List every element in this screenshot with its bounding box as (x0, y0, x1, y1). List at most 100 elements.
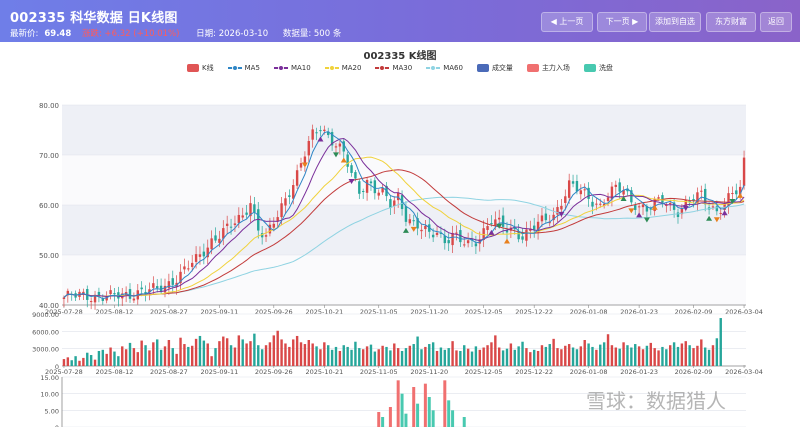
candle-body (210, 238, 213, 250)
volume-bar (89, 355, 93, 366)
candle-body (257, 209, 260, 231)
volume-bar (552, 338, 555, 366)
candle-body (715, 206, 719, 212)
volume-bar (132, 348, 136, 366)
legend-item[interactable]: K线 (187, 63, 214, 73)
candle-body (144, 291, 147, 294)
candle-body (377, 192, 380, 196)
candle-body (222, 228, 225, 239)
x-tick-label: 2026-02-09 (675, 368, 713, 376)
legend-swatch (476, 64, 489, 72)
candle-body (435, 232, 439, 235)
candle-body (451, 232, 454, 246)
volume-bar (443, 349, 447, 366)
volume-bar (700, 339, 703, 366)
prev-page-button[interactable]: ◀ 上一页 (541, 12, 593, 32)
chart-title: 002335 K线图 (363, 51, 437, 62)
signal-tick-label: 5.00 (45, 407, 59, 415)
candle-body (346, 154, 349, 167)
volume-bar (610, 345, 614, 366)
legend-item[interactable]: 成交量 (476, 63, 513, 73)
add-watchlist-button[interactable]: 添加到自选 (649, 12, 701, 32)
volume-bar (268, 342, 272, 366)
candle-body (579, 190, 583, 195)
back-button[interactable]: 返回 (760, 12, 792, 32)
volume-bar (264, 345, 268, 366)
volume-bar (719, 318, 722, 366)
volume-bar (167, 340, 171, 366)
chart-legend: K线 MA5 MA10 MA20 MA30 MA60 成交量 主力入场 洗盘 (0, 63, 800, 73)
volume-bar (369, 344, 373, 366)
x-tick-label: 2026-01-08 (570, 368, 608, 376)
signal-bar (377, 412, 381, 427)
volume-bar (187, 346, 190, 366)
volume-bar (435, 350, 439, 366)
volume-bar (575, 349, 579, 366)
volume-bar (470, 351, 474, 366)
volume-bar (447, 348, 450, 366)
candle-body (389, 199, 392, 209)
volume-bar (78, 360, 81, 366)
legend-item[interactable]: MA10 (273, 64, 311, 72)
candle-body (93, 294, 97, 303)
legend-item[interactable]: 主力入场 (526, 63, 570, 73)
candle-body (373, 180, 377, 194)
candle-body (206, 247, 209, 258)
legend-item[interactable]: MA30 (375, 64, 412, 72)
candle-body (567, 180, 571, 198)
legend-item[interactable]: MA20 (324, 64, 361, 72)
volume-bar (377, 349, 380, 366)
legend-item[interactable]: MA60 (426, 64, 463, 72)
candle-body (544, 213, 548, 221)
candle-body (171, 278, 174, 285)
signal-bar (404, 413, 408, 427)
volume-bar (715, 338, 719, 366)
candle-body (128, 289, 132, 299)
candle-body (700, 190, 703, 192)
candle-body (703, 188, 707, 205)
candle-body (284, 198, 287, 206)
legend-item[interactable]: 洗盘 (583, 63, 613, 73)
eastmoney-button[interactable]: 东方财富 (706, 12, 756, 32)
signal-bar (412, 387, 416, 427)
candle-body (264, 235, 268, 237)
volume-bar (365, 346, 369, 366)
down-marker (558, 211, 565, 217)
change-text: 涨跌: +6.32 (+10.01%) (81, 29, 180, 39)
candle-body (249, 203, 252, 217)
volume-bar (140, 340, 143, 366)
x-tick-label: 2026-01-08 (570, 308, 608, 316)
next-page-button[interactable]: 下一页 ▶ (597, 12, 647, 32)
volume-bar (70, 360, 73, 366)
volume-tick-label: 3000.00 (32, 346, 59, 354)
volume-bar (595, 349, 598, 366)
signal-bar (416, 403, 420, 427)
legend-item[interactable]: MA5 (227, 64, 260, 72)
volume-bar (190, 345, 194, 366)
volume-bar (637, 346, 641, 366)
signal-bar (427, 397, 431, 427)
volume-bar (653, 348, 656, 366)
candle-body (237, 214, 241, 223)
candle-body (610, 186, 614, 200)
volume-bar (156, 339, 159, 366)
price-band (62, 105, 746, 155)
candle-body (327, 131, 330, 136)
candle-body (404, 206, 408, 222)
x-tick-label: 2025-07-28 (45, 368, 83, 376)
up-marker (620, 195, 627, 201)
candle-body (564, 196, 567, 203)
volume-bar (101, 349, 105, 366)
page-title: 002335 科华数据 日K线图 (10, 11, 178, 26)
price-tick-label: 80.00 (39, 102, 59, 110)
x-tick-label: 2025-11-20 (410, 368, 448, 376)
date-label: 日期: 2026-03-10 (196, 29, 269, 39)
volume-bar (214, 348, 217, 366)
volume-bar (696, 345, 699, 366)
volume-bar (253, 333, 256, 366)
x-tick-label: 2025-12-22 (515, 368, 553, 376)
candle-body (245, 212, 248, 215)
volume-bar (229, 345, 233, 366)
volume-bar (630, 347, 633, 366)
legend-swatch (526, 64, 539, 72)
